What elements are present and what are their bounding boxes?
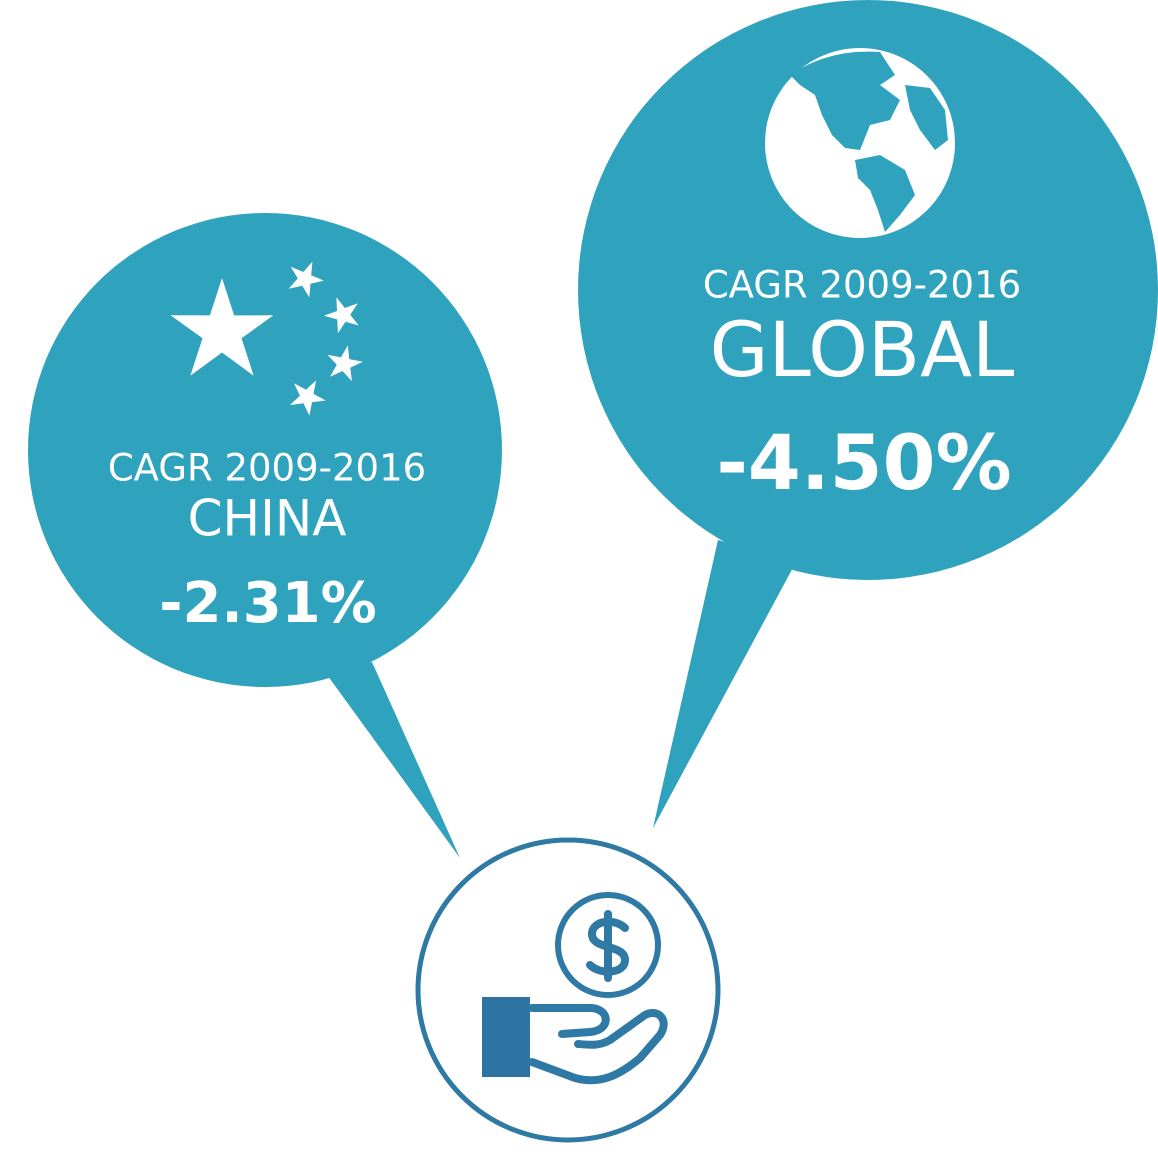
coin: [555, 892, 661, 998]
bubble-region: CHINA: [188, 490, 347, 548]
star: [324, 297, 359, 334]
bubble-value: -4.50%: [716, 418, 1011, 507]
star: [288, 261, 324, 298]
star: [170, 278, 274, 376]
globe-icon: [765, 48, 955, 238]
continent: [790, 51, 900, 151]
money-hand-icon: [415, 837, 721, 1143]
bubble-circle: [578, 0, 1158, 580]
continent: [905, 85, 948, 150]
bubble-tail: [653, 540, 796, 828]
bubble-region: GLOBAL: [710, 305, 1015, 394]
icon-circle: [415, 837, 721, 1143]
bubble-tail: [325, 662, 460, 858]
bubble-circle: [28, 213, 502, 687]
star: [289, 380, 326, 416]
china-bubble: CAGR 2009-2016 CHINA -2.31%: [28, 213, 502, 858]
bubble-label: CAGR 2009-2016: [108, 447, 426, 490]
hand: [528, 1004, 668, 1085]
star: [327, 345, 363, 382]
bubble-label: CAGR 2009-2016: [703, 264, 1021, 307]
bubble-value: -2.31%: [159, 571, 377, 636]
sleeve: [482, 997, 530, 1077]
china-flag-stars: [170, 261, 363, 416]
continent: [855, 155, 915, 232]
global-bubble: CAGR 2009-2016 GLOBAL -4.50%: [578, 0, 1158, 828]
dollar-sign: [586, 910, 630, 982]
